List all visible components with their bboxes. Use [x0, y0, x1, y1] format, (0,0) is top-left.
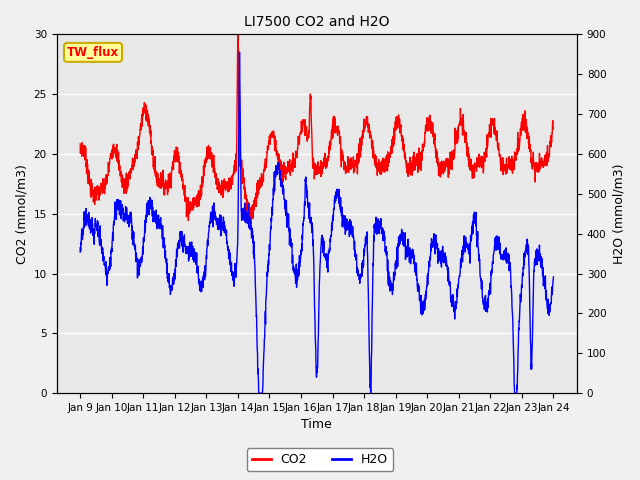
X-axis label: Time: Time	[301, 419, 332, 432]
Legend: CO2, H2O: CO2, H2O	[247, 448, 393, 471]
Title: LI7500 CO2 and H2O: LI7500 CO2 and H2O	[244, 15, 390, 29]
Y-axis label: CO2 (mmol/m3): CO2 (mmol/m3)	[15, 164, 28, 264]
Text: TW_flux: TW_flux	[67, 46, 119, 59]
Y-axis label: H2O (mmol/m3): H2O (mmol/m3)	[612, 164, 625, 264]
